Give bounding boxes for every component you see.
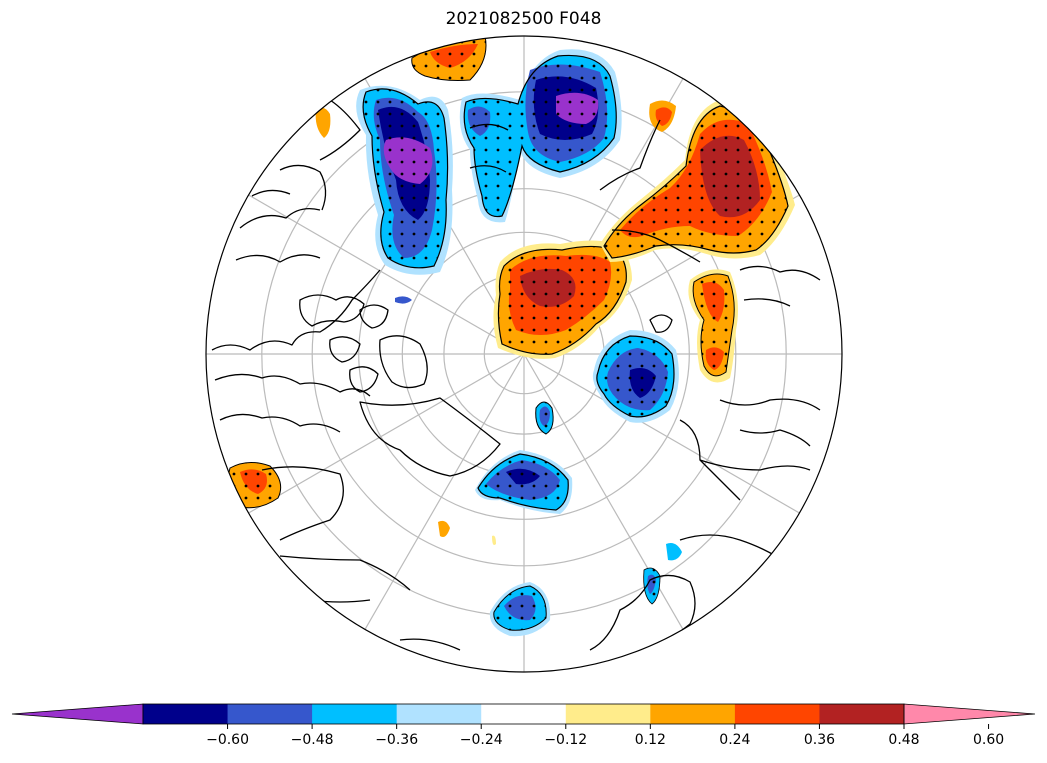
meridian-line <box>523 353 800 514</box>
colorbar-tick-label: 0.24 <box>719 732 750 748</box>
colorbar-tick-label: 0.60 <box>973 732 1004 748</box>
colorbar-tick-label: 0.12 <box>635 732 666 748</box>
colorbar-swatch <box>650 704 736 724</box>
colorbar-tick-label: −0.12 <box>544 732 587 748</box>
colorbar-swatch <box>227 704 313 724</box>
meridian-line <box>248 353 525 514</box>
positive-anomaly-central <box>493 240 632 359</box>
positive-anomaly-e <box>688 269 738 383</box>
colorbar-extend-low <box>11 703 144 725</box>
colorbar-tick-label: −0.36 <box>375 732 418 748</box>
colorbar-swatch <box>819 704 905 724</box>
meridian-line <box>248 194 525 355</box>
polar-map <box>205 35 843 673</box>
map-title: 2021082500 F048 <box>445 9 602 29</box>
colorbar-swatch <box>312 704 398 724</box>
colorbar-tick-label: 0.48 <box>888 732 919 748</box>
positive-anomaly-small <box>315 107 496 545</box>
colorbar-extend-high <box>903 703 1036 725</box>
meridian-line <box>364 353 525 630</box>
colorbar-tick-label: −0.48 <box>291 732 334 748</box>
negative-anomaly-small <box>535 401 554 435</box>
negative-anomaly-s <box>475 450 573 514</box>
colorbar-tick-label: 0.36 <box>804 732 835 748</box>
colorbar-swatch <box>143 704 229 724</box>
colorbar-swatch <box>481 704 567 724</box>
negative-anomaly-bottom <box>489 582 551 637</box>
positive-anomaly-top <box>411 36 487 81</box>
colorbar-tick-label: −0.60 <box>206 732 249 748</box>
colorbar-swatch <box>565 704 651 724</box>
negative-anomaly-e <box>592 330 679 423</box>
colorbar: −0.60 −0.48 −0.36 −0.24 −0.12 0.12 0.24 0.36 0.4… <box>11 703 1036 748</box>
positive-anomaly-sw <box>227 462 282 509</box>
negative-anomaly-nw <box>356 85 453 304</box>
positive-anomaly-ne-band <box>600 100 795 262</box>
colorbar-frame <box>142 703 905 725</box>
coastlines <box>211 99 821 651</box>
colorbar-swatch <box>734 704 820 724</box>
colorbar-swatch <box>396 704 482 724</box>
negative-anomaly-n <box>459 49 622 223</box>
map-boundary <box>205 35 843 673</box>
colorbar-tick-label: −0.24 <box>460 732 503 748</box>
anomaly-field-layer <box>227 36 795 637</box>
